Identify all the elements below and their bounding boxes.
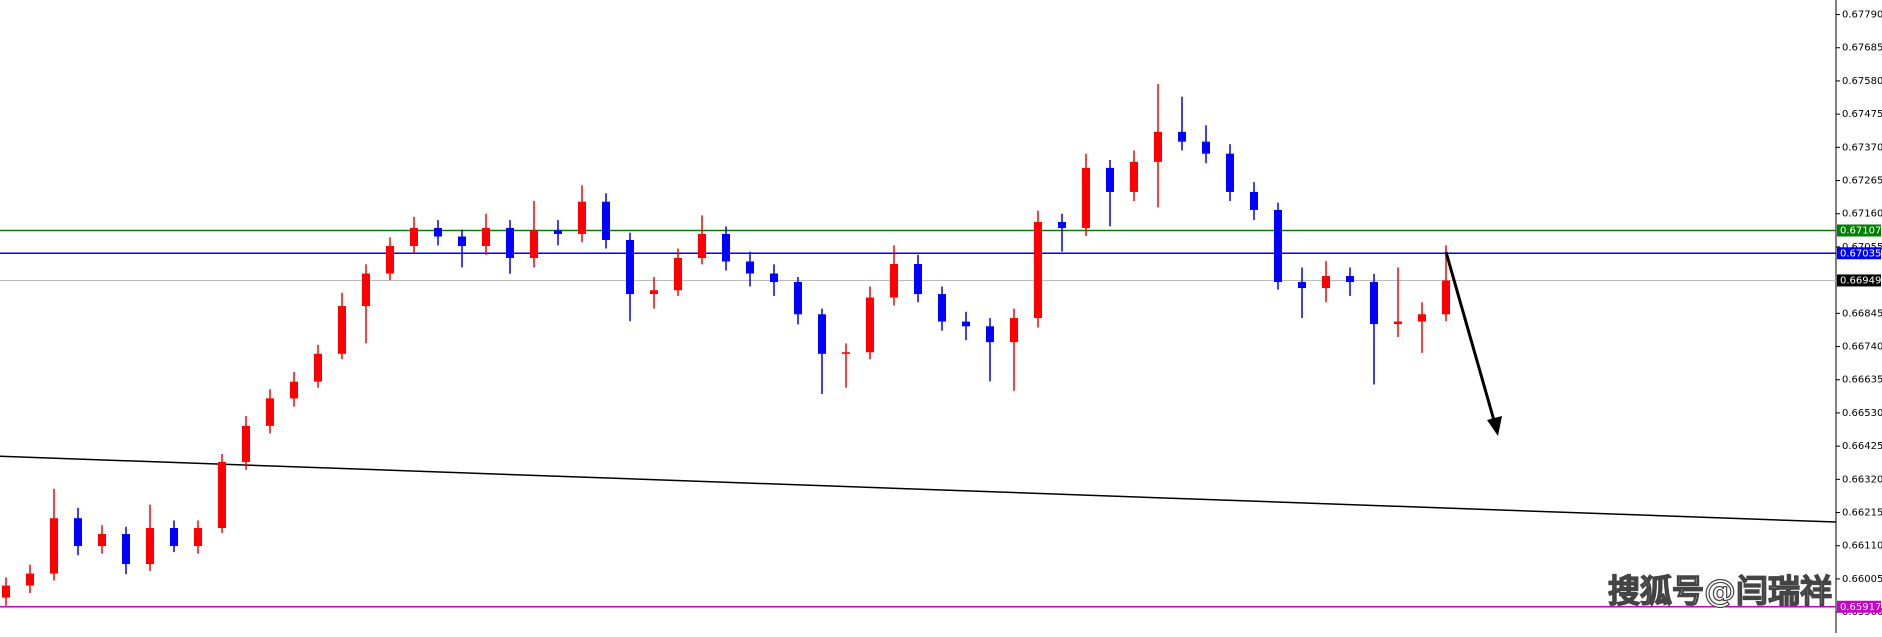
candle-body — [1346, 276, 1354, 283]
candle-body — [218, 461, 226, 529]
candle-body — [506, 227, 514, 259]
candle-body — [50, 518, 58, 574]
y-tick-label: 0.66005 — [1842, 574, 1882, 585]
candle-body — [1010, 318, 1018, 343]
candle-body — [722, 233, 730, 262]
candle-body — [170, 528, 178, 547]
candle-body — [1178, 131, 1186, 142]
candle-body — [890, 264, 898, 298]
candle-body — [242, 425, 250, 462]
candle-body — [482, 227, 490, 246]
candle-body — [914, 264, 922, 295]
candle-body — [1370, 282, 1378, 325]
level-label: 0.67035 — [1840, 248, 1881, 259]
candle-body — [1154, 131, 1162, 162]
level-label: 0.65917 — [1840, 602, 1881, 613]
candle-body — [26, 573, 34, 586]
y-tick-label: 0.66110 — [1842, 541, 1882, 552]
candle-body — [578, 201, 586, 234]
level-label-box — [1837, 274, 1881, 287]
candle-body — [938, 294, 946, 322]
candle-body — [1322, 276, 1330, 289]
y-tick-label: 0.67580 — [1842, 76, 1882, 87]
candle-body — [290, 381, 298, 399]
candle-body — [674, 258, 682, 291]
candle-body — [266, 398, 274, 426]
candle-body — [98, 534, 106, 547]
y-tick-label: 0.66530 — [1842, 408, 1882, 419]
trend-line — [0, 455, 1837, 523]
watermark: 搜狐号@闫瑞祥 — [1608, 572, 1832, 610]
candle-body — [362, 273, 370, 307]
candle-body — [986, 326, 994, 343]
candle-body — [1058, 221, 1066, 228]
candle-body — [1250, 191, 1258, 210]
candle-body — [602, 201, 610, 240]
y-tick-label: 0.67370 — [1842, 142, 1882, 153]
candle-body — [1106, 167, 1114, 192]
candle-body — [1394, 321, 1402, 325]
candle-body — [866, 297, 874, 353]
level-label-box — [1837, 247, 1881, 260]
y-tick-label: 0.66215 — [1842, 508, 1882, 519]
level-label-box — [1837, 600, 1881, 613]
y-tick-label: 0.66320 — [1842, 474, 1882, 485]
y-tick-label: 0.66425 — [1842, 441, 1882, 452]
candle-body — [842, 352, 850, 354]
candle-body — [2, 585, 10, 598]
candle-body — [1130, 161, 1138, 192]
level-label: 0.66949 — [1840, 275, 1881, 286]
candle-body — [74, 518, 82, 547]
candle-body — [1202, 141, 1210, 154]
candle-body — [194, 528, 202, 547]
y-tick-label: 0.66845 — [1842, 308, 1882, 319]
y-tick-label: 0.67790 — [1842, 10, 1882, 21]
candle-body — [122, 534, 130, 565]
y-tick-label: 0.66740 — [1842, 342, 1882, 353]
y-tick-label: 0.67475 — [1842, 109, 1882, 120]
candle-body — [146, 528, 154, 565]
candle-body — [818, 314, 826, 354]
candle-body — [1418, 314, 1426, 322]
candle-body — [698, 233, 706, 259]
candle-body — [1442, 280, 1450, 315]
candle-body — [314, 353, 322, 382]
candle-body — [530, 230, 538, 259]
candle-body — [650, 290, 658, 295]
candle-body — [1034, 221, 1042, 319]
arrow-shaft — [1444, 251, 1497, 425]
candle-body — [626, 239, 634, 295]
y-tick-label: 0.67265 — [1842, 176, 1882, 187]
candle-body — [410, 227, 418, 246]
candle-body — [1082, 167, 1090, 228]
candle-body — [386, 245, 394, 274]
y-tick-label: 0.67160 — [1842, 209, 1882, 220]
candle-body — [434, 227, 442, 237]
candle-body — [1298, 282, 1306, 289]
level-label-box — [1837, 224, 1881, 237]
candle-body — [794, 282, 802, 315]
candle-body — [554, 230, 562, 234]
y-tick-label: 0.67685 — [1842, 43, 1882, 54]
candle-body — [746, 261, 754, 274]
candle-body — [962, 321, 970, 327]
level-label: 0.67107 — [1840, 225, 1881, 236]
candle-body — [1274, 209, 1282, 283]
candle-body — [458, 236, 466, 246]
candle-body — [338, 306, 346, 354]
arrow-head — [1487, 416, 1502, 436]
y-tick-label: 0.66635 — [1842, 375, 1882, 386]
candle-body — [1226, 153, 1234, 192]
candle-body — [770, 273, 778, 283]
